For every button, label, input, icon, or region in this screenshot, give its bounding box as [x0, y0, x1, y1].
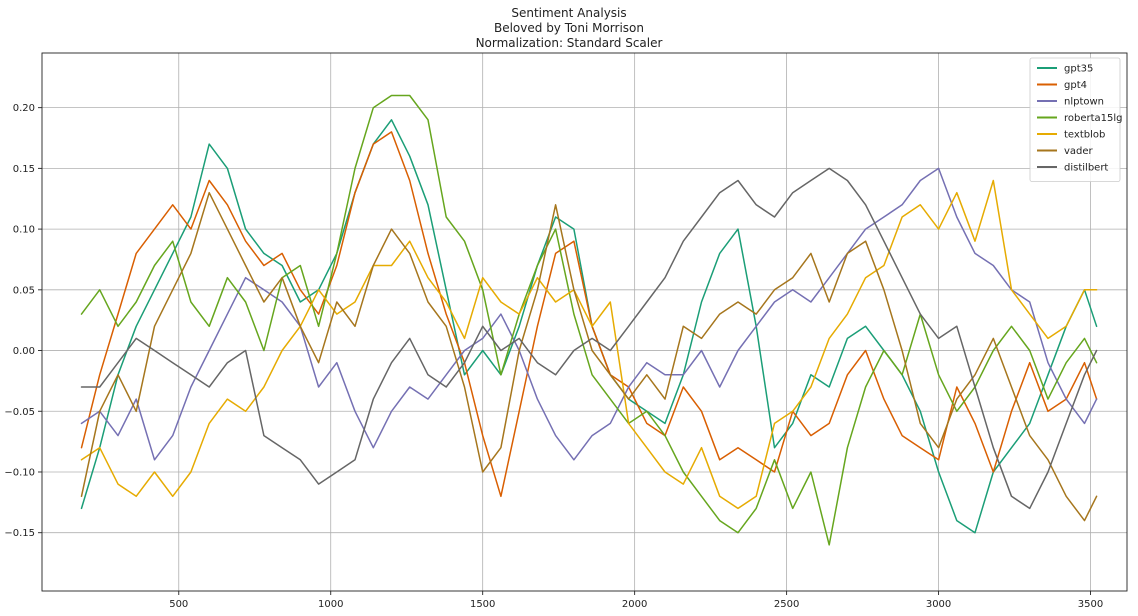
grid [42, 53, 1127, 591]
legend: gpt35 gpt4 nlptown roberta15lg textblob vader… [1029, 57, 1123, 182]
x-tick-label: 3500 [1078, 599, 1103, 610]
y-tick-label: −0.10 [4, 467, 35, 478]
y-tick-label: 0.20 [13, 103, 35, 114]
series-line-nlptown [80, 167, 1098, 461]
chart-title-line-2: Beloved by Toni Morrison [494, 21, 644, 35]
x-tick-label: 2000 [622, 599, 647, 610]
x-tick-label: 2500 [774, 599, 799, 610]
series-line-roberta15lg [80, 94, 1098, 546]
y-tick-label: 0.15 [13, 164, 35, 175]
plot-frame [41, 52, 1128, 592]
x-tick-label: 1000 [318, 599, 343, 610]
chart-title-line-1: Sentiment Analysis [511, 6, 626, 20]
legend-label-roberta15lg: roberta15lg [1064, 113, 1123, 124]
legend-label-vader: vader [1064, 146, 1094, 157]
series-line-textblob [80, 179, 1098, 510]
y-tick-label: 0.05 [13, 285, 35, 296]
x-tick-label: 3000 [926, 599, 951, 610]
x-tick-label: 500 [169, 599, 188, 610]
legend-label-nlptown: nlptown [1064, 97, 1104, 108]
axis-ticks: 500 1000 1500 2000 2500 3000 3500 −0.15 −0.10 −0.… [4, 103, 1103, 610]
legend-label-textblob: textblob [1064, 130, 1105, 141]
series-line-distilbert [80, 167, 1098, 510]
y-tick-label: 0.00 [13, 346, 35, 357]
legend-label-distilbert: distilbert [1064, 163, 1108, 174]
legend-label-gpt4: gpt4 [1064, 80, 1087, 91]
x-tick-label: 1500 [470, 599, 495, 610]
series-lines [80, 94, 1098, 546]
legend-label-gpt35: gpt35 [1064, 64, 1093, 75]
chart-title-line-3: Normalization: Standard Scaler [476, 36, 663, 50]
series-line-gpt4 [80, 131, 1098, 498]
y-tick-label: −0.05 [4, 407, 35, 418]
series-line-vader [80, 191, 1098, 522]
y-tick-label: 0.10 [13, 225, 35, 236]
y-tick-label: −0.15 [4, 528, 35, 539]
